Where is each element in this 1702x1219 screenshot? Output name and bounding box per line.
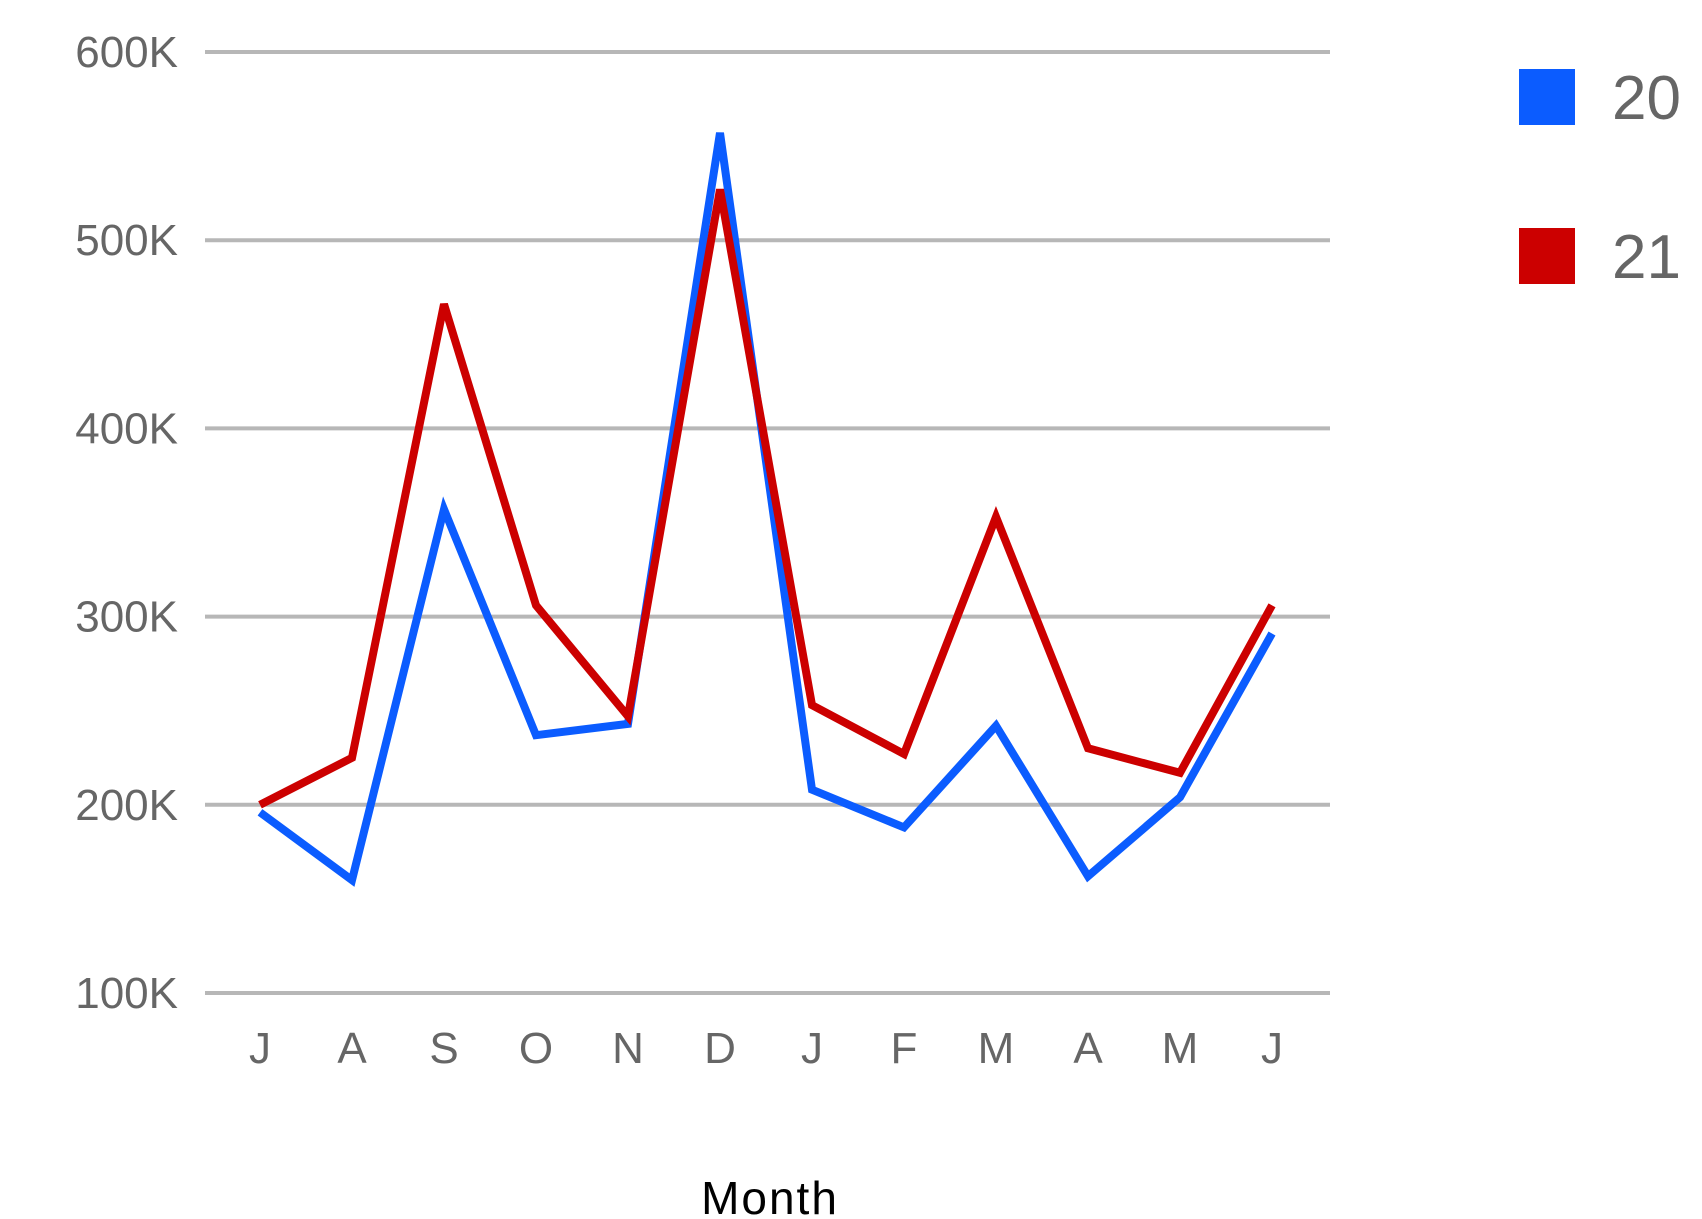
x-tick-label: A [337,1024,367,1073]
y-tick-label: 100K [75,969,178,1018]
x-tick-label: M [978,1024,1015,1073]
legend-item-21[interactable]: 21 [1519,223,1681,292]
x-tick-label: D [704,1024,736,1073]
x-tick-label: M [1162,1024,1199,1073]
legend-label: 20 [1612,64,1681,133]
y-tick-label: 500K [75,216,178,265]
x-tick-label: J [249,1024,271,1073]
x-tick-label: J [801,1024,823,1073]
y-tick-label: 600K [75,28,178,77]
legend-swatch [1519,69,1575,125]
x-axis-title: Month [701,1172,839,1219]
x-tick-label: J [1261,1024,1283,1073]
x-tick-label: S [429,1024,458,1073]
gridlines [205,50,1330,995]
y-tick-label: 300K [75,593,178,642]
y-tick-label: 400K [75,404,178,453]
legend-item-20[interactable]: 20 [1519,64,1681,133]
series-line-20 [257,132,1276,887]
series-line-21 [258,188,1276,809]
legend-label: 21 [1612,223,1681,292]
y-axis-tick-labels: 100K 200K 300K 400K 500K 600K [75,28,178,1018]
x-tick-label: N [612,1024,644,1073]
x-tick-label: A [1073,1024,1103,1073]
y-tick-label: 200K [75,781,178,830]
x-tick-label: F [891,1024,918,1073]
x-tick-label: O [519,1024,553,1073]
series-lines [257,132,1276,887]
legend-swatch [1519,228,1575,284]
